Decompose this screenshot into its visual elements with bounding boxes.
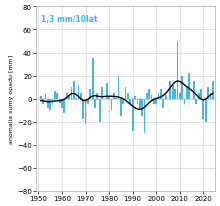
Bar [134, 97, 136, 99]
Bar [75, 98, 77, 99]
Bar [186, 88, 188, 99]
Text: 1,3 mm/10lat: 1,3 mm/10lat [41, 15, 98, 24]
Bar [141, 99, 143, 116]
Bar [111, 99, 112, 111]
Bar [198, 94, 200, 99]
Bar [63, 99, 65, 113]
Bar [52, 99, 53, 105]
Bar [136, 99, 138, 105]
Bar [129, 99, 131, 105]
Bar [200, 90, 202, 99]
Bar [125, 88, 126, 99]
Bar [212, 82, 214, 99]
Bar [144, 99, 145, 134]
Bar [118, 76, 119, 99]
Bar [122, 99, 124, 105]
Bar [209, 94, 211, 99]
Bar [205, 99, 207, 122]
Bar [120, 99, 122, 116]
Bar [99, 99, 101, 122]
Bar [56, 94, 58, 99]
Bar [89, 90, 91, 99]
Bar [195, 99, 197, 105]
Bar [172, 85, 174, 99]
Bar [193, 82, 195, 99]
Bar [47, 99, 49, 108]
Bar [85, 99, 86, 124]
Bar [181, 76, 183, 99]
Bar [82, 99, 84, 120]
Y-axis label: anomalia sumy opadu [mm]: anomalia sumy opadu [mm] [9, 55, 14, 144]
Bar [108, 97, 110, 99]
Bar [87, 99, 89, 105]
Bar [179, 94, 181, 99]
Bar [96, 94, 98, 99]
Bar [59, 99, 60, 104]
Bar [78, 85, 79, 99]
Bar [184, 99, 185, 105]
Bar [158, 94, 159, 99]
Bar [153, 99, 155, 105]
Bar [165, 96, 167, 99]
Bar [188, 74, 190, 99]
Bar [94, 99, 96, 108]
Bar [202, 99, 204, 120]
Bar [66, 94, 68, 99]
Bar [139, 99, 141, 111]
Bar [113, 94, 115, 99]
Bar [40, 97, 42, 99]
Bar [101, 88, 103, 99]
Bar [146, 94, 148, 99]
Bar [49, 99, 51, 111]
Bar [148, 90, 150, 99]
Bar [45, 95, 46, 99]
Bar [61, 99, 63, 108]
Bar [71, 88, 72, 99]
Bar [162, 99, 164, 108]
Bar [127, 94, 129, 99]
Bar [80, 94, 82, 99]
Bar [73, 82, 75, 99]
Bar [92, 59, 94, 99]
Bar [132, 99, 134, 131]
Bar [207, 88, 209, 99]
Bar [174, 90, 176, 99]
Bar [106, 83, 108, 99]
Bar [115, 98, 117, 99]
Bar [177, 42, 178, 99]
Bar [68, 96, 70, 99]
Bar [42, 99, 44, 105]
Bar [160, 90, 162, 99]
Bar [155, 99, 157, 105]
Bar [169, 82, 171, 99]
Bar [151, 96, 152, 99]
Bar [54, 91, 56, 99]
